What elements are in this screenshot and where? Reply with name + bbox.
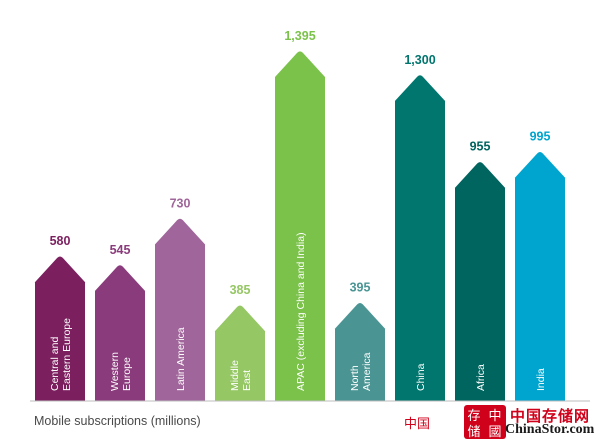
- value-label-1: 545: [110, 243, 131, 257]
- value-label-8: 995: [530, 130, 551, 144]
- bar-3: [215, 305, 265, 401]
- value-label-5: 395: [350, 281, 371, 295]
- category-label-1: WesternEurope: [109, 352, 133, 391]
- value-label-3: 385: [230, 283, 251, 297]
- value-label-2: 730: [170, 196, 191, 210]
- bar-5: [335, 303, 385, 401]
- value-label-0: 580: [50, 234, 71, 248]
- bar-2: [155, 218, 205, 401]
- category-label-7: Africa: [475, 364, 487, 391]
- chinastor-logo-icon: 存 中 储 國: [464, 405, 506, 440]
- bar-6: [395, 75, 445, 401]
- svg-text:存: 存: [467, 409, 480, 424]
- watermark-brand-en: ChinaStor.com: [505, 422, 595, 437]
- category-label-0: Central andEastern Europe: [49, 318, 73, 391]
- footnote: Mobile subscriptions (millions): [34, 414, 201, 428]
- svg-text:储: 储: [467, 425, 480, 440]
- category-label-4: APAC (excluding China and India): [295, 232, 307, 391]
- category-label-8: India: [535, 368, 547, 391]
- bar-0: [35, 256, 85, 401]
- watermark-cn: 中国: [404, 416, 431, 431]
- watermark-brand-cn: 中国存储网: [510, 408, 591, 425]
- bar-8: [515, 152, 565, 401]
- category-label-6: China: [415, 363, 427, 391]
- svg-text:國: 國: [488, 425, 501, 440]
- category-label-5: NorthAmerica: [349, 352, 373, 391]
- value-label-7: 955: [470, 140, 491, 154]
- value-label-6: 1,300: [404, 53, 435, 67]
- category-label-3: MiddleEast: [229, 360, 253, 391]
- bar-7: [455, 162, 505, 401]
- bars-group: 580 Central andEastern Europe 545 WesternEu…: [35, 29, 565, 402]
- value-label-4: 1,395: [284, 29, 315, 43]
- bar-4: [275, 51, 325, 402]
- category-label-2: Latin America: [175, 327, 187, 391]
- svg-text:中: 中: [488, 409, 501, 424]
- bar-1: [95, 265, 145, 401]
